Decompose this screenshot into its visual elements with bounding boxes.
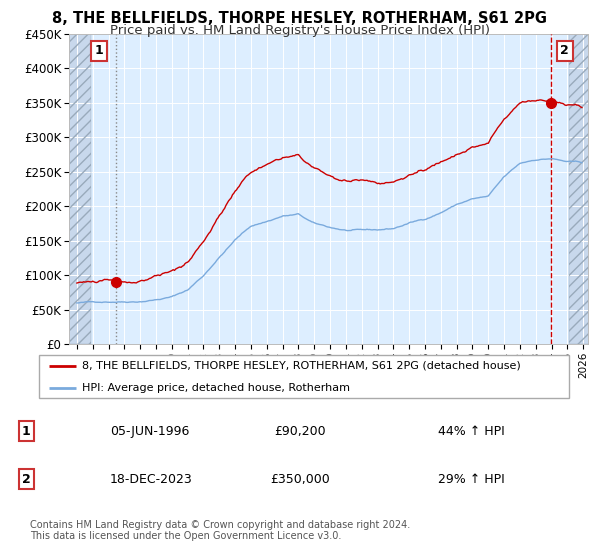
Text: 2: 2	[22, 473, 31, 486]
Text: Contains HM Land Registry data © Crown copyright and database right 2024.
This d: Contains HM Land Registry data © Crown c…	[30, 520, 410, 542]
Text: 18-DEC-2023: 18-DEC-2023	[110, 473, 193, 486]
Bar	[569, 34, 591, 344]
Bar	[69, 34, 91, 344]
Text: Price paid vs. HM Land Registry's House Price Index (HPI): Price paid vs. HM Land Registry's House …	[110, 24, 490, 36]
Text: £350,000: £350,000	[270, 473, 330, 486]
Text: 1: 1	[22, 425, 31, 438]
Text: 05-JUN-1996: 05-JUN-1996	[110, 425, 189, 438]
Bar	[569, 34, 591, 344]
Text: 8, THE BELLFIELDS, THORPE HESLEY, ROTHERHAM, S61 2PG: 8, THE BELLFIELDS, THORPE HESLEY, ROTHER…	[53, 11, 548, 26]
Text: 29% ↑ HPI: 29% ↑ HPI	[438, 473, 505, 486]
Text: £90,200: £90,200	[274, 425, 326, 438]
Text: 44% ↑ HPI: 44% ↑ HPI	[438, 425, 505, 438]
Text: 1: 1	[95, 44, 103, 58]
FancyBboxPatch shape	[38, 355, 569, 398]
Text: HPI: Average price, detached house, Rotherham: HPI: Average price, detached house, Roth…	[82, 382, 350, 393]
Bar	[69, 34, 91, 344]
Text: 2: 2	[560, 44, 569, 58]
Text: 8, THE BELLFIELDS, THORPE HESLEY, ROTHERHAM, S61 2PG (detached house): 8, THE BELLFIELDS, THORPE HESLEY, ROTHER…	[82, 361, 520, 371]
